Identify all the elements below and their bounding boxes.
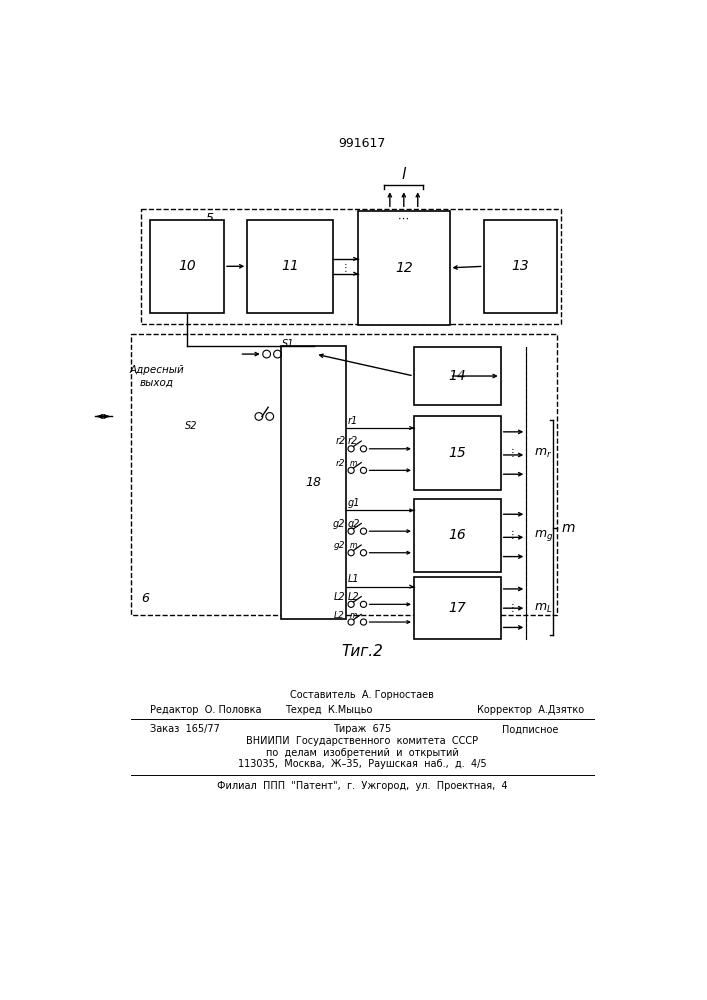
Text: Филиал  ППП  "Патент",  г.  Ужгород,  ул.  Проектная,  4: Филиал ППП "Патент", г. Ужгород, ул. Про… (216, 781, 507, 791)
Bar (414, 416, 501, 490)
Text: ВНИИПИ  Государственного  комитета  СССР: ВНИИПИ Государственного комитета СССР (246, 736, 478, 746)
Text: m: m (349, 541, 357, 550)
Text: r1: r1 (348, 416, 358, 426)
Text: 14: 14 (448, 369, 466, 383)
Text: Заказ  165/77: Заказ 165/77 (151, 724, 221, 734)
Text: S1: S1 (282, 339, 295, 349)
Text: L1: L1 (348, 574, 360, 584)
Text: g1: g1 (348, 498, 361, 508)
Text: ⋯: ⋯ (398, 214, 409, 224)
Text: Техред  К.Мыцьо: Техред К.Мыцьо (285, 705, 373, 715)
Text: $m_r$: $m_r$ (534, 446, 552, 460)
Text: Корректор  А.Дзятко: Корректор А.Дзятко (477, 705, 584, 715)
Text: L2: L2 (348, 592, 360, 602)
Text: g2: g2 (333, 519, 346, 529)
Text: 17: 17 (448, 601, 466, 615)
Text: Подписное: Подписное (502, 724, 559, 734)
Text: 113035,  Москва,  Ж–35,  Раушская  наб.,  д.  4/5: 113035, Москва, Ж–35, Раушская наб., д. … (238, 759, 486, 769)
Text: r2: r2 (348, 436, 358, 446)
Text: 5: 5 (206, 212, 214, 225)
Text: r2: r2 (335, 436, 346, 446)
Text: 13: 13 (512, 259, 530, 273)
Text: ⋮: ⋮ (340, 263, 350, 273)
Text: $m$: $m$ (561, 521, 575, 535)
Text: ⋮: ⋮ (508, 448, 518, 458)
Bar (131, 334, 557, 615)
Text: $m_g$: $m_g$ (534, 528, 554, 543)
Text: 16: 16 (448, 528, 466, 542)
Text: по  делам  изобретений  и  открытий: по делам изобретений и открытий (266, 748, 458, 758)
Text: Редактор  О. Половка: Редактор О. Половка (151, 705, 262, 715)
Text: S2: S2 (185, 421, 198, 431)
Text: g2: g2 (334, 541, 345, 550)
Text: 6: 6 (141, 592, 149, 605)
Text: Составитель  А. Горностаев: Составитель А. Горностаев (290, 690, 434, 700)
Bar (358, 211, 450, 325)
Text: g2: g2 (348, 519, 361, 529)
Text: m: m (349, 459, 357, 468)
Text: r2: r2 (335, 459, 345, 468)
Text: l: l (402, 167, 406, 182)
Text: ⋮: ⋮ (508, 530, 518, 540)
Bar (414, 577, 501, 639)
Text: Адресный
выход: Адресный выход (129, 365, 184, 387)
Bar (247, 220, 332, 312)
Bar (414, 347, 501, 405)
Text: 15: 15 (448, 446, 466, 460)
Text: Тираж  675: Тираж 675 (333, 724, 391, 734)
Text: 11: 11 (281, 259, 299, 273)
Text: m: m (349, 611, 357, 620)
Text: 991617: 991617 (338, 137, 385, 150)
Bar (281, 346, 346, 619)
Text: L2: L2 (334, 611, 345, 620)
Bar (414, 499, 501, 572)
Text: L2: L2 (334, 592, 346, 602)
Text: 10: 10 (178, 259, 196, 273)
Text: Τиг.2: Τиг.2 (341, 644, 383, 659)
Text: 18: 18 (305, 476, 322, 489)
Text: $m_L$: $m_L$ (534, 602, 552, 615)
Text: ⋮: ⋮ (508, 603, 518, 613)
Bar (484, 220, 557, 312)
Text: 12: 12 (395, 261, 413, 275)
Bar (141, 209, 561, 324)
Bar (151, 220, 224, 312)
